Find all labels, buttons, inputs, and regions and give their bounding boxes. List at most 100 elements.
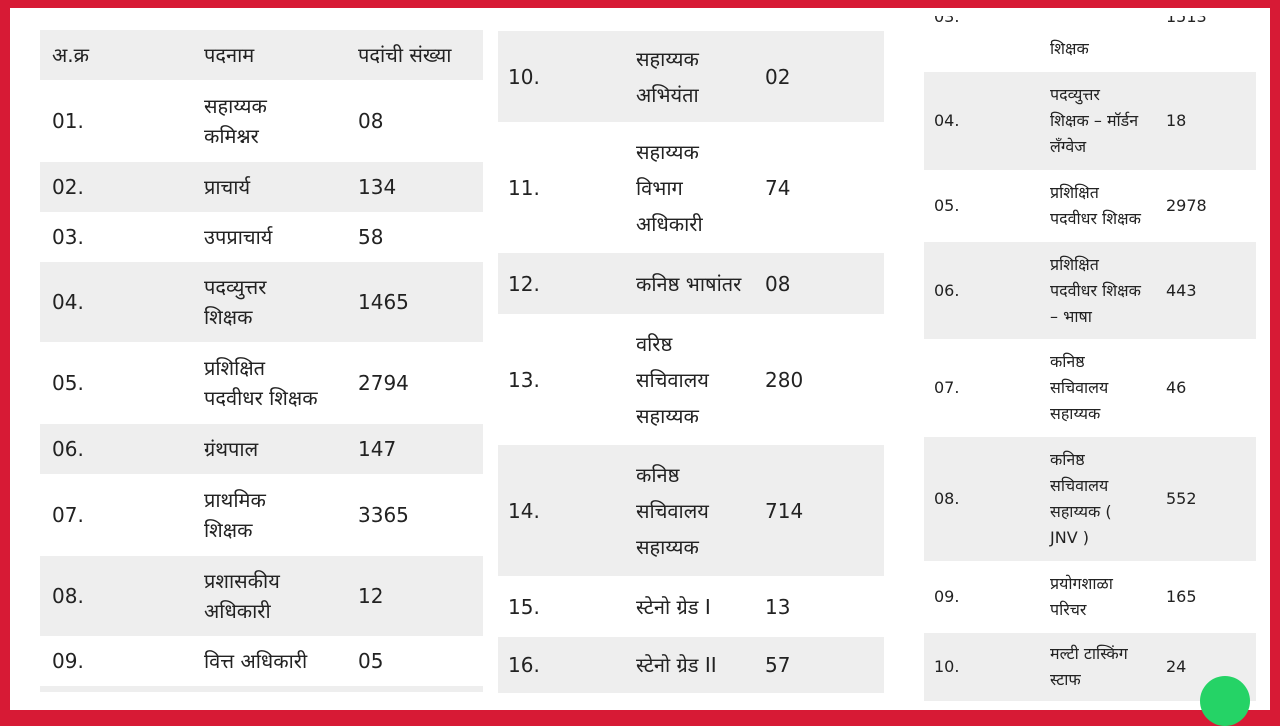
post-count: 08 xyxy=(765,271,791,296)
post-count: 74 xyxy=(765,175,791,200)
post-name: कनिष्ठ सचिवालय सहाय्यक xyxy=(636,462,709,559)
post-name: सहाय्यक विभाग अधिकारी xyxy=(636,139,703,236)
table-row: 07. प्राथमिक शिक्षक 3365 xyxy=(40,474,483,556)
post-count: 165 xyxy=(1166,587,1197,606)
post-name: कनिष्ठ सचिवालय सहाय्यक ( JNV ) xyxy=(1050,450,1112,547)
serial-number: 06. xyxy=(934,280,960,300)
post-count: 280 xyxy=(765,367,804,392)
post-name: स्टेनो ग्रेड II xyxy=(636,653,717,677)
table-row: 06. ग्रंथपाल 147 xyxy=(40,424,483,474)
post-name: स्टेनो ग्रेड I xyxy=(636,594,711,619)
post-name: कनिष्ठ भाषांतर xyxy=(636,271,742,296)
table-row: 01. सहाय्यक कमिश्नर 08 xyxy=(40,80,483,162)
serial-number: 07. xyxy=(52,503,84,527)
post-count: 46 xyxy=(1166,378,1187,397)
header-serial: अ.क्र xyxy=(52,43,89,67)
table-row: 13. वरिष्ठ सचिवालय सहाय्यक 280 xyxy=(498,314,884,445)
serial-number: 06. xyxy=(52,437,84,461)
serial-number: 10. xyxy=(508,64,540,89)
post-count: 3365 xyxy=(358,503,409,527)
table-row: 16. स्टेनो ग्रेड II 57 xyxy=(498,637,884,693)
table-row: 08. कनिष्ठ सचिवालय सहाय्यक ( JNV ) 552 xyxy=(924,437,1256,561)
serial-number: 14. xyxy=(508,498,540,523)
posts-table-middle: 10. सहाय्यक अभियंता 02 11. सहाय्यक विभाग… xyxy=(498,31,884,693)
post-count: 2978 xyxy=(1166,196,1207,215)
post-name: वरिष्ठ सचिवालय सहाय्यक xyxy=(636,331,709,428)
serial-number: 09. xyxy=(52,649,84,673)
post-count: 443 xyxy=(1166,280,1197,300)
table-row-partial: 03. शिक्षक 1513 xyxy=(924,16,1256,72)
serial-number: 13. xyxy=(508,367,540,392)
post-name: शिक्षक xyxy=(1050,39,1089,58)
serial-number: 08. xyxy=(52,584,84,608)
post-name: कनिष्ठ सचिवालय सहाय्यक xyxy=(1050,352,1109,423)
serial-number: 10. xyxy=(934,657,960,676)
serial-number: 05. xyxy=(52,371,84,395)
header-post-name: पदनाम xyxy=(204,43,255,67)
serial-number: 04. xyxy=(52,290,84,314)
serial-number: 12. xyxy=(508,271,540,296)
post-count: 08 xyxy=(358,109,384,133)
post-count: 2794 xyxy=(358,371,409,395)
serial-number: 03. xyxy=(934,16,960,26)
serial-number: 07. xyxy=(934,378,960,397)
table-row: 07. कनिष्ठ सचिवालय सहाय्यक 46 xyxy=(924,339,1256,437)
post-name: वित्त अधिकारी xyxy=(204,649,308,673)
post-name: प्रशिक्षित पदवीधर शिक्षक xyxy=(1050,183,1141,228)
table-row: 11. सहाय्यक विभाग अधिकारी 74 xyxy=(498,122,884,253)
serial-number: 15. xyxy=(508,594,540,619)
table-row: 15. स्टेनो ग्रेड I 13 xyxy=(498,576,884,637)
post-name: सहाय्यक अभियंता xyxy=(636,46,699,107)
serial-number: 02. xyxy=(52,175,84,199)
post-count: 18 xyxy=(1166,111,1187,130)
table-row: 06. प्रशिक्षित पदवीधर शिक्षक – भाषा 443 xyxy=(924,242,1256,339)
serial-number: 03. xyxy=(52,225,84,249)
table-row: 08. प्रशासकीय अधिकारी 12 xyxy=(40,556,483,636)
table-row: 02. प्राचार्य 134 xyxy=(40,162,483,212)
post-name: प्रशिक्षित पदवीधर शिक्षक xyxy=(204,356,318,410)
post-count: 24 xyxy=(1166,657,1187,676)
post-count: 12 xyxy=(358,584,384,608)
table-header-row: अ.क्र पदनाम पदांची संख्या xyxy=(40,30,483,80)
post-name: पदव्युत्तर शिक्षक xyxy=(204,275,267,329)
table-row: 14. कनिष्ठ सचिवालय सहाय्यक 714 xyxy=(498,445,884,576)
post-count: 05 xyxy=(358,649,384,673)
post-name: प्राचार्य xyxy=(204,175,251,199)
header-post-count: पदांची संख्या xyxy=(358,43,452,67)
post-name: प्रशिक्षित पदवीधर शिक्षक – भाषा xyxy=(1050,254,1141,326)
table-row: 05. प्रशिक्षित पदवीधर शिक्षक 2978 xyxy=(924,170,1256,242)
table-row: 05. प्रशिक्षित पदवीधर शिक्षक 2794 xyxy=(40,342,483,424)
serial-number: 05. xyxy=(934,196,960,215)
serial-number: 08. xyxy=(934,489,960,508)
table-row: 10. मल्टी टास्किंग स्टाफ 24 xyxy=(924,633,1256,701)
table-row: 03. उपप्राचार्य 58 xyxy=(40,212,483,262)
post-name: प्रशासकीय अधिकारी xyxy=(204,569,280,623)
post-count: 1465 xyxy=(358,290,409,314)
table-row: 12. कनिष्ठ भाषांतर 08 xyxy=(498,253,884,314)
post-name: प्रयोगशाळा परिचर xyxy=(1050,574,1113,619)
post-count: 58 xyxy=(358,225,384,249)
post-name: पदव्युत्तर शिक्षक – मॉर्डन लँग्वेज xyxy=(1050,85,1139,156)
posts-table-right: 03. शिक्षक 1513 04. पदव्युत्तर शिक्षक – … xyxy=(924,16,1256,701)
table-row: 10. सहाय्यक अभियंता 02 xyxy=(498,31,884,122)
table-row: 04. पदव्युत्तर शिक्षक – मॉर्डन लँग्वेज 1… xyxy=(924,72,1256,170)
post-count: 552 xyxy=(1166,489,1197,508)
posts-table-left: अ.क्र पदनाम पदांची संख्या 01. सहाय्यक कम… xyxy=(40,30,483,692)
serial-number: 04. xyxy=(934,111,960,130)
serial-number: 16. xyxy=(508,653,540,677)
post-name: प्राथमिक शिक्षक xyxy=(204,488,266,542)
table-row-cutoff xyxy=(40,686,483,692)
post-count: 1513 xyxy=(1166,16,1207,26)
serial-number: 01. xyxy=(52,109,84,133)
table-row: 09. प्रयोगशाळा परिचर 165 xyxy=(924,561,1256,633)
post-count: 134 xyxy=(358,175,397,199)
table-row: 04. पदव्युत्तर शिक्षक 1465 xyxy=(40,262,483,342)
floating-action-button[interactable] xyxy=(1200,676,1250,726)
serial-number: 11. xyxy=(508,175,540,200)
post-count: 714 xyxy=(765,498,804,523)
post-name: उपप्राचार्य xyxy=(204,225,273,249)
post-name: सहाय्यक कमिश्नर xyxy=(204,94,267,148)
screenshot-frame: अ.क्र पदनाम पदांची संख्या 01. सहाय्यक कम… xyxy=(10,8,1270,710)
post-count: 13 xyxy=(765,594,791,619)
post-name: मल्टी टास्किंग स्टाफ xyxy=(1050,644,1128,689)
